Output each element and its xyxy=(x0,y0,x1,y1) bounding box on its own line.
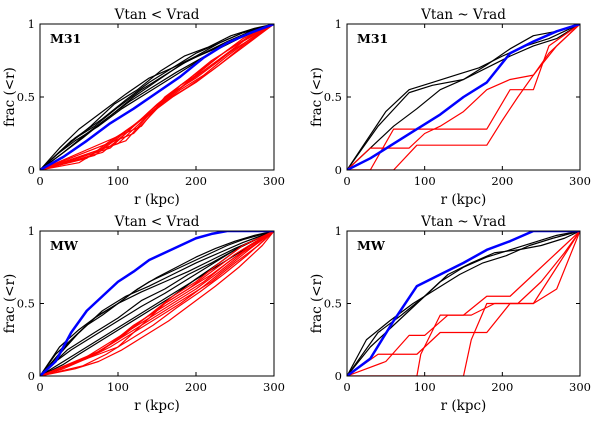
x-tick-label: 0 xyxy=(343,174,350,188)
series-line-4 xyxy=(347,231,580,376)
x-axis-label: r (kpc) xyxy=(441,192,487,208)
y-tick-label: 0.5 xyxy=(17,297,35,311)
y-axis-label: frac (<r) xyxy=(309,274,325,334)
series-line-2 xyxy=(347,24,580,170)
series-group xyxy=(347,24,580,170)
series-line-1 xyxy=(347,24,580,170)
series-line-6 xyxy=(347,24,580,170)
series-line-7 xyxy=(347,24,580,170)
series-line-7 xyxy=(40,24,274,170)
y-tick-label: 1 xyxy=(28,17,35,31)
series-line-5 xyxy=(347,231,580,376)
series-line-2 xyxy=(40,231,274,376)
x-tick-label: 0 xyxy=(343,380,350,394)
x-tick-label: 200 xyxy=(491,380,513,394)
series-line-6 xyxy=(347,231,580,376)
series-line-17 xyxy=(40,231,274,376)
chart-title: Vtan < Vrad xyxy=(114,7,200,23)
panel-annotation: MW xyxy=(357,238,386,253)
x-axis-label: r (kpc) xyxy=(134,398,180,414)
chart-title: Vtan ~ Vrad xyxy=(420,7,506,23)
chart-panel-2: 0 100 200 300 0 0.5 1 Vtan ~ Vrad r (kpc) frac (<… xyxy=(309,7,591,208)
chart-title: Vtan ~ Vrad xyxy=(420,214,506,230)
x-tick-label: 200 xyxy=(491,174,513,188)
panel-annotation: M31 xyxy=(50,31,81,46)
series-line-16 xyxy=(40,24,274,170)
y-tick-label: 0.5 xyxy=(17,90,35,104)
x-tick-label: 300 xyxy=(263,380,285,394)
y-tick-label: 1 xyxy=(335,224,342,238)
x-tick-label: 200 xyxy=(185,174,207,188)
x-axis-label: r (kpc) xyxy=(441,398,487,414)
series-line-3 xyxy=(347,24,580,170)
x-tick-label: 100 xyxy=(414,174,436,188)
series-group xyxy=(347,231,580,376)
x-axis-label: r (kpc) xyxy=(134,192,180,208)
series-line-10 xyxy=(40,24,274,170)
series-line-3 xyxy=(40,231,274,376)
x-tick-label: 300 xyxy=(263,174,285,188)
y-tick-label: 0 xyxy=(335,369,342,383)
series-line-16 xyxy=(40,231,274,376)
chart-panel-4: 0 100 200 300 0 0.5 1 Vtan ~ Vrad r (kpc) frac (<… xyxy=(309,214,591,414)
x-tick-label: 100 xyxy=(107,380,129,394)
x-tick-label: 0 xyxy=(36,380,43,394)
x-tick-label: 300 xyxy=(569,380,591,394)
series-line-8 xyxy=(347,231,580,376)
y-tick-label: 0 xyxy=(335,163,342,177)
y-tick-label: 1 xyxy=(28,224,35,238)
x-tick-label: 100 xyxy=(414,380,436,394)
series-line-8 xyxy=(40,231,274,376)
chart-panel-3: 0 100 200 300 0 0.5 1 Vtan < Vrad r (kpc) frac (<… xyxy=(2,214,285,414)
series-line-7 xyxy=(347,231,580,376)
series-group xyxy=(40,231,274,376)
chart-panel-1: 0 100 200 300 0 0.5 1 Vtan < Vrad r (kpc) frac (<… xyxy=(2,7,285,208)
series-line-18 xyxy=(40,231,274,376)
y-tick-label: 1 xyxy=(335,17,342,31)
y-tick-label: 0.5 xyxy=(324,90,342,104)
x-tick-label: 100 xyxy=(107,174,129,188)
x-tick-label: 0 xyxy=(36,174,43,188)
y-tick-label: 0 xyxy=(28,369,35,383)
x-tick-label: 200 xyxy=(185,380,207,394)
y-axis-label: frac (<r) xyxy=(2,274,18,334)
chart-title: Vtan < Vrad xyxy=(114,214,200,230)
y-axis-label: frac (<r) xyxy=(309,67,325,127)
series-line-14 xyxy=(40,24,274,170)
series-line-3 xyxy=(347,231,580,376)
y-tick-label: 0.5 xyxy=(324,297,342,311)
series-line-14 xyxy=(40,231,274,376)
y-tick-label: 0 xyxy=(28,163,35,177)
y-axis-label: frac (<r) xyxy=(2,67,18,127)
panel-annotation: M31 xyxy=(357,31,388,46)
series-line-15 xyxy=(40,231,274,376)
panel-annotation: MW xyxy=(50,238,79,253)
series-line-17 xyxy=(40,24,274,170)
x-tick-label: 300 xyxy=(569,174,591,188)
series-group xyxy=(40,24,274,170)
